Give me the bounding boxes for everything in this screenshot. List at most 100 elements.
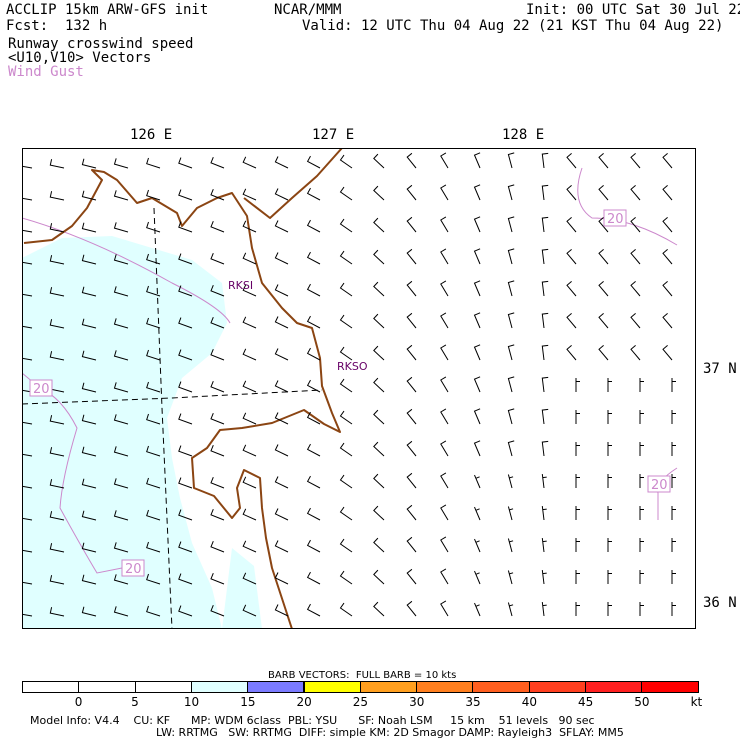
wind-barb <box>339 506 353 521</box>
wind-barb <box>22 549 33 553</box>
wind-barb <box>306 347 321 361</box>
wind-barb <box>22 613 33 617</box>
wind-barb <box>113 478 129 489</box>
wind-barb <box>242 412 257 425</box>
wind-barb <box>113 574 129 585</box>
wind-barb <box>22 389 33 393</box>
wind-barb <box>81 254 97 265</box>
wind-barb <box>373 441 385 457</box>
wind-barb <box>146 381 161 393</box>
wind-barb <box>274 316 289 329</box>
wind-barb <box>113 350 129 361</box>
wind-barb <box>146 445 161 457</box>
colorbar-segment <box>359 681 418 693</box>
wind-barb <box>630 217 641 233</box>
wind-barb <box>146 573 161 585</box>
model-title: ACCLIP 15km ARW-GFS init <box>6 2 209 18</box>
wind-barb <box>178 413 193 425</box>
wind-barb <box>242 156 257 169</box>
gust-contour <box>22 217 231 324</box>
wind-barb <box>575 378 580 392</box>
wind-barb <box>22 197 33 201</box>
wind-barb <box>607 602 612 616</box>
wind-barb <box>178 445 193 457</box>
colorbar-segment <box>416 681 474 693</box>
wind-barb <box>598 345 609 361</box>
wind-barb <box>339 314 353 329</box>
wind-barb <box>274 284 289 297</box>
wind-barb <box>113 222 129 233</box>
wind-barb <box>566 217 577 233</box>
wind-barb <box>406 600 417 617</box>
wind-barb <box>630 153 641 169</box>
wind-barb <box>373 505 385 521</box>
wind-barb <box>339 410 353 425</box>
wind-barb <box>81 414 97 425</box>
wind-barb <box>607 538 612 552</box>
wind-barb <box>566 153 577 169</box>
wind-barb <box>146 285 161 297</box>
wind-barb <box>406 184 417 201</box>
wind-barb <box>440 280 449 297</box>
station-rksi: RKSI <box>228 279 253 292</box>
wind-barb <box>473 280 481 297</box>
grid-lines <box>22 207 323 629</box>
colorbar-label: 35 <box>465 695 481 709</box>
wind-barb <box>630 345 641 361</box>
forecast-hour: Fcst: 132 h <box>6 18 108 34</box>
colorbar-segment <box>641 681 699 693</box>
lat-label-37: 37 N <box>703 361 737 377</box>
wind-barb <box>81 350 97 361</box>
wind-barb <box>406 312 417 329</box>
wind-barb <box>373 409 385 425</box>
wind-barb <box>339 186 353 201</box>
footer-physics: LW: RRTMG SW: RRTMG DIFF: simple KM: 2D … <box>156 726 624 739</box>
wind-barb <box>113 606 129 617</box>
wind-barb <box>274 476 289 489</box>
wind-barb <box>274 508 289 521</box>
wind-barb <box>671 538 676 552</box>
wind-barb <box>541 474 547 489</box>
wind-barb <box>671 474 676 488</box>
contour-labels: 20 20 20 20 <box>29 209 671 577</box>
wind-barb <box>49 607 65 617</box>
wind-barb <box>210 349 225 361</box>
colorbar-label: 45 <box>578 695 594 709</box>
wind-barb <box>541 506 547 521</box>
colorbar-segment <box>528 681 586 693</box>
wind-barb <box>49 415 65 425</box>
wind-barb <box>575 442 580 456</box>
wind-barb <box>474 570 481 585</box>
wind-barb <box>306 411 321 425</box>
wind-barb <box>575 538 580 552</box>
wind-barb <box>178 349 193 361</box>
wind-barb <box>49 191 65 201</box>
wind-barb <box>566 185 577 201</box>
wind-barb <box>113 190 129 201</box>
colorbar-segment <box>78 681 136 693</box>
wind-barb <box>440 600 449 617</box>
wind-barb <box>274 412 289 425</box>
wind-barb <box>507 408 515 425</box>
wind-barb <box>406 280 417 297</box>
wind-barb <box>575 506 580 520</box>
wind-barb <box>146 541 161 553</box>
wind-barb <box>406 504 417 521</box>
wind-barb <box>507 216 515 233</box>
wind-barb <box>473 184 481 201</box>
wind-barb <box>22 581 33 585</box>
wind-barb <box>113 254 129 265</box>
wind-barb <box>406 344 417 361</box>
wind-barb <box>49 287 65 297</box>
wind-barb <box>598 249 609 265</box>
wind-barb <box>306 475 321 489</box>
wind-barb <box>146 157 161 169</box>
wind-barb <box>113 286 129 297</box>
wind-barb <box>373 569 385 585</box>
wind-barb <box>210 189 225 201</box>
contour-label: 20 <box>33 382 50 397</box>
wind-barb <box>474 602 481 617</box>
colorbar-label: 25 <box>352 695 369 709</box>
wind-barb <box>639 570 644 584</box>
wind-barb <box>339 378 353 393</box>
